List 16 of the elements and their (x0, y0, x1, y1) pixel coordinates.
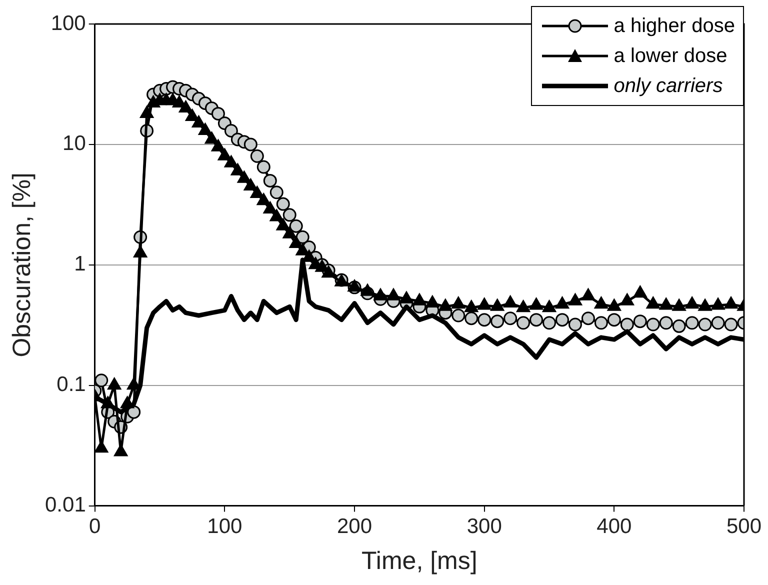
y-tick-label: 0.01 (44, 494, 86, 517)
x-tick-label: 0 (89, 515, 101, 538)
x-axis-title: Time, [ms] (362, 546, 478, 575)
y-tick-label: 100 (50, 12, 86, 35)
y-axis-title: Obscuration, [%] (8, 172, 36, 358)
y-tick-label: 0.1 (56, 373, 86, 396)
x-tick-label: 400 (596, 515, 632, 538)
legend-label: only carriers (614, 74, 723, 98)
x-tick-label: 300 (466, 515, 502, 538)
legend-label: a lower dose (614, 44, 728, 68)
y-tick-label: 1 (74, 252, 86, 276)
y-tick-label: 10 (62, 132, 86, 156)
x-tick-label: 100 (207, 515, 242, 538)
x-tick-label: 500 (726, 515, 762, 538)
x-tick-label: 200 (337, 515, 372, 538)
legend-label: a higher dose (614, 14, 735, 38)
